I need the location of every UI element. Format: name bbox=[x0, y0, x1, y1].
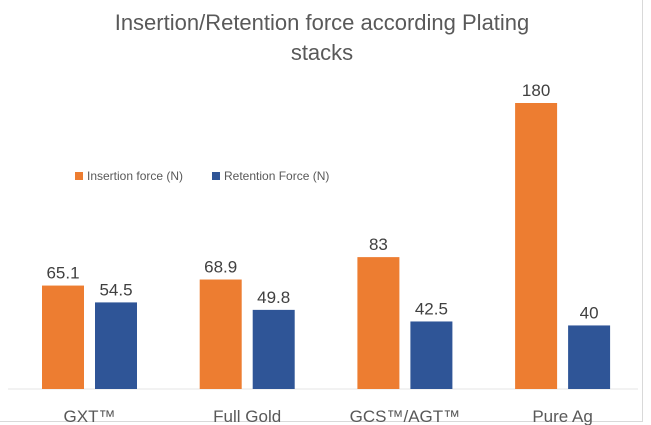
chart-title-line-1: Insertion/Retention force according Plat… bbox=[115, 10, 530, 35]
legend-swatch-insertion bbox=[75, 172, 83, 180]
legend: Insertion force (N) Retention Force (N) bbox=[75, 169, 329, 183]
bar-retention-2 bbox=[410, 321, 453, 389]
data-label-insertion-1: 68.9 bbox=[204, 258, 237, 277]
data-label-insertion-2: 83 bbox=[369, 235, 388, 254]
category-labels: GXT™ Full Gold GCS™/AGT™ Pure Ag bbox=[64, 407, 593, 425]
data-label-insertion-0: 65.1 bbox=[46, 264, 79, 283]
legend-swatch-retention bbox=[212, 172, 220, 180]
legend-label-insertion: Insertion force (N) bbox=[87, 169, 183, 183]
bar-retention-3 bbox=[568, 325, 611, 389]
bar-insertion-0 bbox=[42, 285, 84, 389]
category-label-1: Full Gold bbox=[213, 407, 281, 425]
bars-group: 65.1 54.5 68.9 49.8 83 42.5 180 40 bbox=[42, 81, 611, 389]
bar-insertion-1 bbox=[199, 279, 242, 389]
bar-insertion-2 bbox=[357, 257, 400, 389]
bar-retention-1 bbox=[252, 309, 295, 389]
data-label-retention-0: 54.5 bbox=[99, 280, 132, 299]
data-label-insertion-3: 180 bbox=[522, 81, 550, 100]
category-label-0: GXT™ bbox=[64, 407, 116, 425]
data-label-retention-1: 49.8 bbox=[257, 288, 290, 307]
bar-insertion-3 bbox=[515, 103, 558, 389]
category-label-3: Pure Ag bbox=[532, 407, 593, 425]
legend-label-retention: Retention Force (N) bbox=[224, 169, 329, 183]
chart-title-line-2: stacks bbox=[291, 40, 353, 65]
bar-retention-0 bbox=[95, 302, 137, 389]
category-label-2: GCS™/AGT™ bbox=[350, 407, 461, 425]
data-label-retention-3: 40 bbox=[580, 303, 599, 322]
data-label-retention-2: 42.5 bbox=[415, 299, 448, 318]
